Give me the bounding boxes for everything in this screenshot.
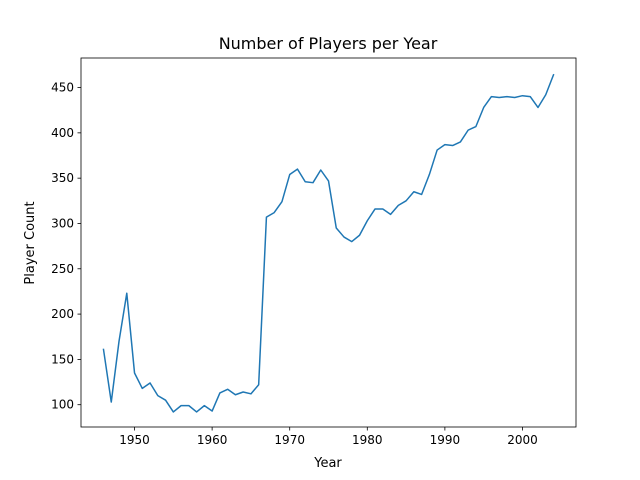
y-tick-label: 350 bbox=[51, 171, 74, 185]
x-axis-label: Year bbox=[313, 456, 342, 471]
y-tick-label: 400 bbox=[51, 126, 74, 140]
y-tick-label: 150 bbox=[51, 352, 74, 366]
x-tick-label: 1960 bbox=[197, 433, 228, 447]
y-axis-label: Player Count bbox=[23, 201, 38, 284]
y-tick-label: 200 bbox=[51, 307, 74, 321]
y-tick-label: 250 bbox=[51, 262, 74, 276]
x-tick-label: 1990 bbox=[430, 433, 461, 447]
x-tick-label: 1950 bbox=[119, 433, 150, 447]
x-tick-label: 1970 bbox=[274, 433, 305, 447]
x-tick-label: 2000 bbox=[507, 433, 538, 447]
axes-frame bbox=[80, 57, 577, 428]
y-tick-label: 100 bbox=[51, 398, 74, 412]
x-tick-label: 1980 bbox=[352, 433, 383, 447]
chart-title: Number of Players per Year bbox=[219, 34, 438, 53]
y-tick-label: 300 bbox=[51, 216, 74, 230]
plot-area: 1950 1960 1970 1980 1990 2000 100 150 200 250 300 3… bbox=[51, 57, 577, 447]
y-tick-label: 450 bbox=[51, 81, 74, 95]
series-line-0 bbox=[102, 73, 555, 413]
